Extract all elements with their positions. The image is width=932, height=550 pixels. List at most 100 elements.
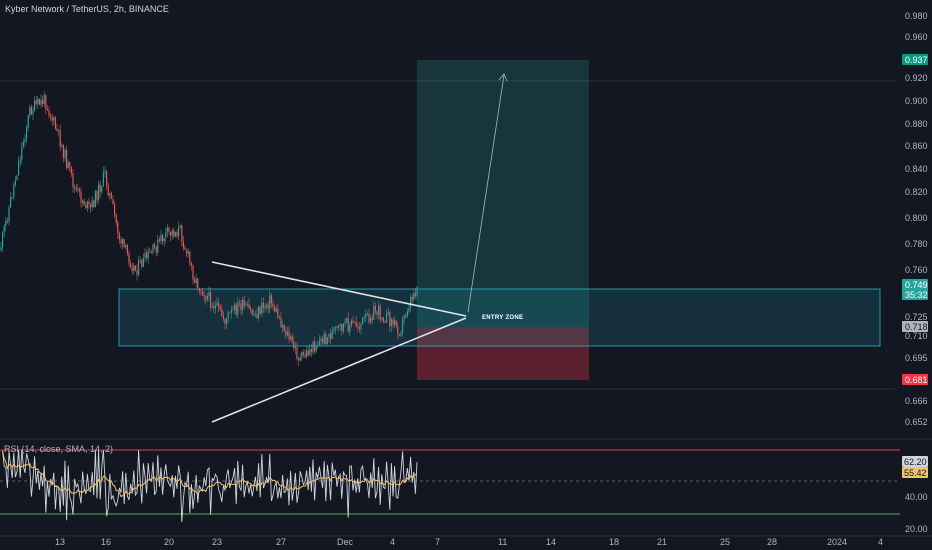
candle-body bbox=[312, 341, 314, 352]
candle-body bbox=[78, 189, 80, 192]
candle-body bbox=[130, 263, 132, 268]
candle-body bbox=[390, 319, 392, 327]
candle-body bbox=[189, 251, 191, 263]
candle-body bbox=[107, 185, 109, 196]
candle-body bbox=[349, 325, 351, 332]
candle-body bbox=[216, 302, 218, 306]
candle-body bbox=[141, 260, 143, 267]
candle-body bbox=[282, 325, 284, 328]
candle-body bbox=[219, 306, 221, 310]
candle-body bbox=[46, 109, 48, 111]
candle-body bbox=[277, 308, 279, 319]
candle-body bbox=[314, 341, 316, 352]
candle-body bbox=[304, 354, 306, 357]
candle-body bbox=[24, 138, 26, 143]
price-tick: 0.666 bbox=[905, 396, 928, 406]
candle-body bbox=[48, 110, 50, 116]
upper-trendline[interactable] bbox=[211, 261, 467, 317]
candle-body bbox=[205, 296, 207, 300]
target-zone[interactable] bbox=[417, 60, 589, 327]
candle-body bbox=[261, 302, 263, 314]
date-tick: 14 bbox=[546, 537, 556, 547]
candle-body bbox=[386, 313, 388, 323]
candle-body bbox=[413, 292, 415, 300]
candle-body bbox=[150, 252, 152, 254]
candle-body bbox=[278, 317, 280, 319]
candle-body bbox=[397, 326, 399, 335]
candle-body bbox=[323, 333, 325, 344]
candle-body bbox=[126, 245, 128, 254]
date-tick: 27 bbox=[276, 537, 286, 547]
candle-body bbox=[328, 333, 330, 338]
candle-body bbox=[2, 232, 4, 248]
candle-body bbox=[66, 149, 68, 169]
price-axis[interactable]: 0.980 0.960 0.920 0.900 0.880 0.860 0.84… bbox=[905, 11, 928, 427]
candle-body bbox=[94, 190, 96, 207]
candle-body bbox=[136, 270, 138, 275]
candle-body bbox=[357, 326, 359, 328]
candle-body bbox=[259, 306, 261, 314]
candle-body bbox=[374, 306, 376, 312]
candle-body bbox=[11, 196, 13, 198]
candle-body bbox=[254, 313, 256, 315]
candle-body bbox=[82, 200, 84, 203]
candle-body bbox=[242, 299, 244, 311]
candle-body bbox=[90, 204, 92, 208]
candle-body bbox=[280, 317, 282, 328]
candle-body bbox=[152, 244, 154, 253]
candle-body bbox=[379, 305, 381, 319]
candle-body bbox=[354, 322, 356, 324]
candle-body bbox=[371, 317, 373, 320]
candle-body bbox=[306, 350, 308, 357]
candle-body bbox=[336, 326, 338, 328]
candle-body bbox=[61, 144, 63, 147]
candle-body bbox=[355, 322, 357, 327]
candle-body bbox=[358, 326, 360, 330]
candle-body bbox=[198, 288, 200, 291]
candle-body bbox=[10, 197, 12, 208]
candle-body bbox=[310, 349, 312, 352]
candle-body bbox=[85, 205, 87, 208]
candle-body bbox=[234, 304, 236, 310]
candle-body bbox=[50, 115, 52, 118]
candle-body bbox=[134, 265, 136, 271]
candle-body bbox=[173, 230, 175, 237]
candle-body bbox=[14, 180, 16, 185]
candle-body bbox=[131, 267, 133, 271]
candle-body bbox=[101, 185, 103, 192]
projection-arrow-line[interactable] bbox=[467, 74, 505, 313]
badge-stop: 0.681 bbox=[902, 374, 928, 385]
badge-stop-label: 0.681 bbox=[905, 375, 928, 385]
candle-body bbox=[210, 292, 212, 308]
date-tick: 4 bbox=[878, 537, 883, 547]
badge-target: 0.937 bbox=[902, 54, 928, 65]
badge-countdown: 35:32 bbox=[905, 290, 928, 300]
price-tick: 0.900 bbox=[905, 96, 928, 106]
price-tick: 0.695 bbox=[905, 353, 928, 363]
rsi-sma-line bbox=[2, 450, 418, 498]
candle-body bbox=[157, 239, 159, 253]
candle-body bbox=[62, 144, 64, 159]
candle-body bbox=[106, 171, 108, 186]
candle-body bbox=[392, 319, 394, 325]
candle-body bbox=[250, 308, 252, 310]
candle-body bbox=[190, 262, 192, 266]
price-tick: 0.820 bbox=[905, 187, 928, 197]
candle-body bbox=[403, 315, 405, 319]
entry-zone-box[interactable] bbox=[118, 288, 881, 347]
candle-body bbox=[365, 314, 367, 318]
candle-body bbox=[6, 220, 8, 222]
candle-body bbox=[83, 200, 85, 206]
rsi-tick: 40.00 bbox=[905, 492, 928, 502]
time-axis[interactable]: 13 16 20 23 27 Dec 4 7 11 14 18 21 25 28… bbox=[55, 537, 883, 547]
candle-body bbox=[146, 253, 148, 259]
price-tick: 0.960 bbox=[905, 32, 928, 42]
entry-zone-label: ENTRY ZONE bbox=[482, 315, 523, 321]
stop-zone[interactable] bbox=[417, 327, 589, 380]
candle-body bbox=[290, 336, 292, 340]
candle-body bbox=[408, 307, 410, 312]
lower-trendline[interactable] bbox=[211, 317, 467, 423]
